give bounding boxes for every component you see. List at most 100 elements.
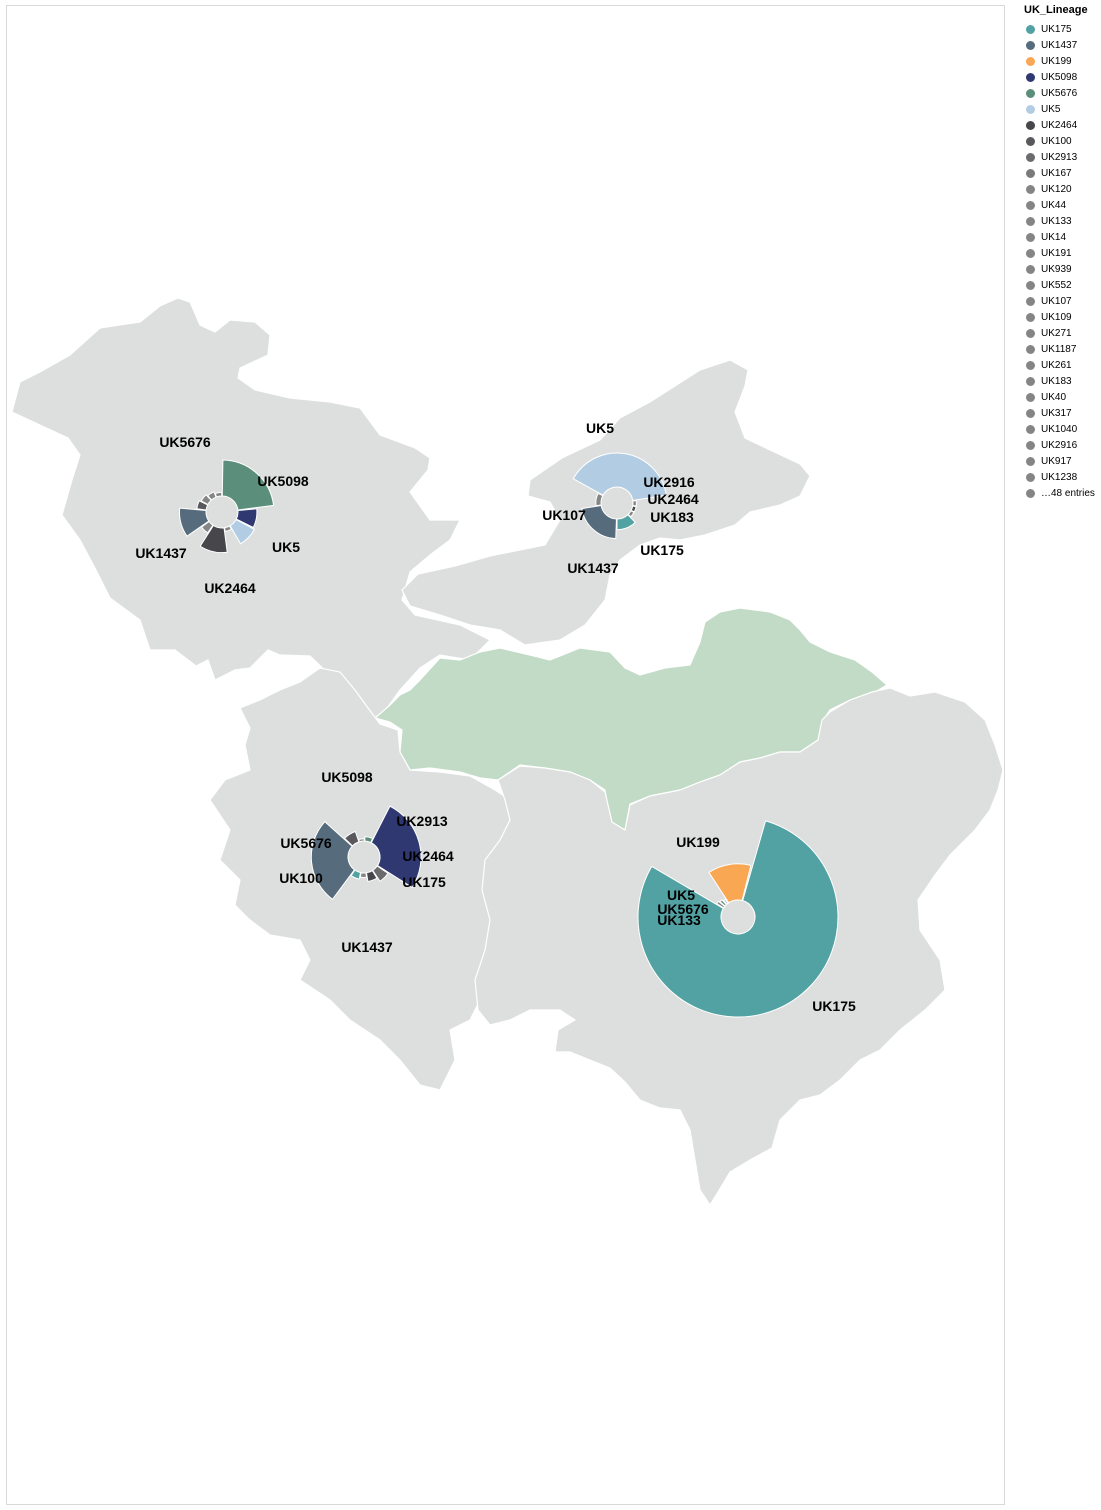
pie-label: UK107 — [542, 507, 586, 523]
pie-slice-uk191[interactable] — [358, 838, 365, 843]
pie-slice-uk5098[interactable] — [235, 508, 258, 529]
legend-item[interactable]: UK1238 — [1024, 469, 1100, 485]
legend-label: UK191 — [1041, 247, 1072, 259]
pie-label: UK133 — [657, 912, 701, 928]
legend-swatch — [1026, 392, 1035, 402]
legend-item[interactable]: …48 entries — [1024, 485, 1100, 501]
legend-label: UK1437 — [1041, 39, 1078, 51]
pie-center — [350, 843, 378, 871]
legend-item[interactable]: UK2464 — [1024, 117, 1100, 133]
pie-slice-uk44[interactable] — [207, 491, 217, 501]
legend-label: UK261 — [1041, 359, 1072, 371]
pie-slice-uk917[interactable] — [224, 525, 233, 533]
legend-item[interactable]: UK271 — [1024, 325, 1100, 341]
legend-swatch — [1026, 24, 1035, 34]
pie-slice-uk5[interactable] — [229, 518, 256, 545]
pie-slice-uk199[interactable] — [708, 863, 752, 904]
legend-label: UK2464 — [1041, 119, 1078, 131]
pie-slice-uk2913[interactable] — [372, 865, 389, 882]
legend-item[interactable]: UK5676 — [1024, 85, 1100, 101]
legend-item[interactable]: UK261 — [1024, 357, 1100, 373]
legend-label: UK183 — [1041, 375, 1072, 387]
region-southwest[interactable] — [209, 667, 521, 1091]
pie-slice-uk5676[interactable] — [221, 459, 275, 511]
legend-item[interactable]: UK100 — [1024, 133, 1100, 149]
legend-item[interactable]: UK2913 — [1024, 149, 1100, 165]
legend-title: UK_Lineage — [1024, 4, 1088, 16]
pie-slice-uk109[interactable] — [359, 872, 368, 878]
pie-slice-uk175[interactable] — [616, 513, 636, 531]
legend-swatch — [1026, 152, 1035, 162]
pie-label: UK2913 — [396, 813, 448, 829]
legend-label: UK199 — [1041, 55, 1072, 67]
legend-label: UK1040 — [1041, 423, 1078, 435]
legend-label: UK133 — [1041, 215, 1072, 227]
legend-item[interactable]: UK167 — [1024, 165, 1100, 181]
pie-slice-uk120[interactable] — [200, 494, 212, 506]
legend-item[interactable]: UK917 — [1024, 453, 1100, 469]
pie-slice-uk5676[interactable] — [364, 836, 374, 844]
legend-item[interactable]: UK1040 — [1024, 421, 1100, 437]
legend-item[interactable]: UK1187 — [1024, 341, 1100, 357]
legend-item[interactable]: UK552 — [1024, 277, 1100, 293]
legend-swatch — [1026, 184, 1035, 194]
pie-slice-uk100[interactable] — [196, 500, 209, 511]
legend-label: UK317 — [1041, 407, 1072, 419]
legend-item[interactable]: UK44 — [1024, 197, 1100, 213]
legend-item[interactable]: UK133 — [1024, 213, 1100, 229]
pie-center — [603, 489, 631, 517]
legend-item[interactable]: UK183 — [1024, 373, 1100, 389]
pie-northwest[interactable]: UK5676 UK5098 UK5 UK1437 UK2464 — [135, 434, 309, 596]
pie-label: UK183 — [650, 509, 694, 525]
legend-item[interactable]: UK175 — [1024, 21, 1100, 37]
pie-slice-uk100[interactable] — [343, 830, 360, 847]
pie-slice-uk175[interactable] — [637, 820, 839, 1018]
legend-swatch — [1026, 344, 1035, 354]
pie-slice-uk2464[interactable] — [630, 505, 637, 513]
pie-slice-uk2916[interactable] — [632, 500, 637, 507]
legend-item[interactable]: UK191 — [1024, 245, 1100, 261]
legend-label: UK100 — [1041, 135, 1072, 147]
pie-slice-uk1437[interactable] — [581, 504, 617, 540]
pie-southwest[interactable]: UK5098 UK2913 UK5676 UK2464 UK100 UK175 UK1437 — [279, 769, 454, 955]
pie-slice-uk183[interactable] — [627, 510, 635, 518]
pie-slice-uk107[interactable] — [595, 492, 604, 507]
legend-item[interactable]: UK199 — [1024, 53, 1100, 69]
legend-item[interactable]: UK40 — [1024, 389, 1100, 405]
legend-swatch — [1026, 72, 1035, 82]
pie-slice-uk5[interactable] — [722, 898, 729, 905]
legend-item[interactable]: UK120 — [1024, 181, 1100, 197]
legend-item[interactable]: UK14 — [1024, 229, 1100, 245]
pie-slice-uk183[interactable] — [200, 520, 214, 534]
legend-item[interactable]: UK939 — [1024, 261, 1100, 277]
legend-label: UK271 — [1041, 327, 1072, 339]
legend-item[interactable]: UK109 — [1024, 309, 1100, 325]
pie-slice-uk5098[interactable] — [370, 805, 422, 889]
legend-item[interactable]: UK317 — [1024, 405, 1100, 421]
legend-item[interactable]: UK5098 — [1024, 69, 1100, 85]
pie-slice-uk14[interactable] — [214, 491, 223, 498]
pie-slice-uk1437[interactable] — [179, 507, 210, 537]
legend-item[interactable]: UK2916 — [1024, 437, 1100, 453]
pie-label: UK5676 — [657, 901, 709, 917]
pie-slice-uk2464[interactable] — [365, 869, 378, 883]
legend-items: UK175 UK1437 UK199 UK5098 UK5676 UK5 UK2464 UK1… — [1024, 21, 1100, 501]
legend-label: UK5676 — [1041, 87, 1078, 99]
legend-label: UK107 — [1041, 295, 1072, 307]
pie-slice-uk133[interactable] — [716, 900, 726, 909]
pie-label: UK5 — [272, 539, 300, 555]
pie-slice-uk1437[interactable] — [310, 821, 356, 900]
legend-label: UK109 — [1041, 311, 1072, 323]
pie-slice-uk175[interactable] — [350, 869, 362, 880]
legend-item[interactable]: UK5 — [1024, 101, 1100, 117]
legend-swatch — [1026, 168, 1035, 178]
pie-slice-uk5[interactable] — [572, 452, 667, 502]
pie-slice-uk2464[interactable] — [199, 524, 228, 554]
pie-slice-uk5676[interactable] — [719, 899, 728, 907]
legend-item[interactable]: UK107 — [1024, 293, 1100, 309]
legend-item[interactable]: UK1437 — [1024, 37, 1100, 53]
